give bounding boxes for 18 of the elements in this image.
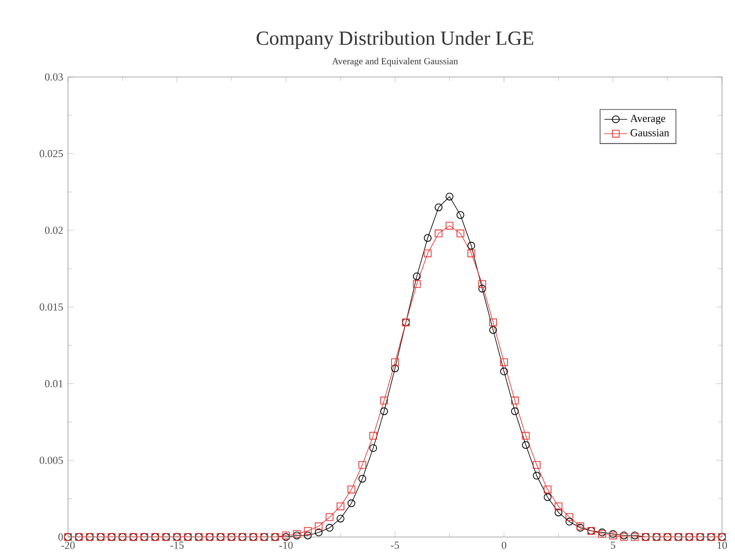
- x-tick-label: 0: [502, 542, 506, 549]
- legend-label: Average: [630, 114, 666, 124]
- x-tick-label: -10: [279, 542, 293, 549]
- y-tick-label: 0.01: [45, 380, 63, 388]
- chart-title: Company Distribution Under LGE: [256, 30, 534, 50]
- x-tick-label: -20: [61, 542, 75, 549]
- y-tick-label: 0.015: [40, 303, 63, 311]
- legend-label: Gaussian: [630, 129, 670, 136]
- x-tick-label: -5: [390, 542, 400, 549]
- y-tick-label: 0.005: [40, 456, 63, 464]
- chart-subtitle: Average and Equivalent Gaussian: [332, 58, 458, 66]
- y-tick-label: 0: [58, 533, 63, 541]
- y-tick-label: 0.025: [40, 150, 63, 158]
- y-tick-label: 0.02: [45, 226, 63, 234]
- x-tick-label: -15: [170, 542, 184, 549]
- y-tick-label: 0.03: [45, 73, 63, 81]
- x-tick-label: 10: [718, 542, 727, 549]
- x-tick-label: 5: [610, 542, 616, 549]
